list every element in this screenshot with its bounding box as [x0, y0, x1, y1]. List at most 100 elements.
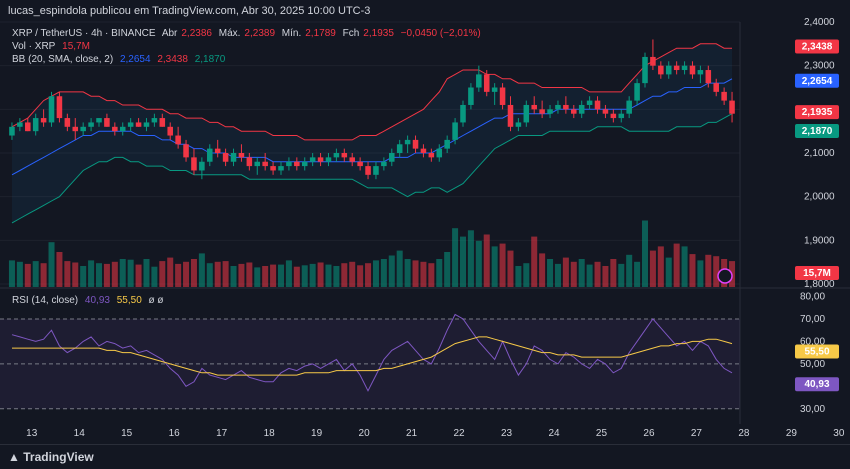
chart-canvas[interactable]: 2,40002,30002,20002,10002,00001,90001,80… — [0, 0, 850, 444]
candle-body — [713, 83, 719, 92]
publisher-line: lucas_espindola publicou em TradingView.… — [8, 5, 371, 17]
volume-bar — [396, 250, 403, 287]
rsi-ma-value: 55,50 — [116, 295, 142, 306]
last-price-badge-text: 2,1935 — [802, 107, 833, 118]
volume-value: 15,7M — [62, 41, 90, 52]
volume-bar — [365, 263, 372, 287]
volume-bar — [444, 252, 451, 287]
volume-bar — [618, 263, 625, 287]
tradingview-logo[interactable]: ▲ TradingView — [8, 450, 94, 464]
price-tick-label: 2,3000 — [804, 61, 835, 72]
volume-bar — [713, 256, 720, 287]
volume-bar — [119, 259, 126, 287]
volume-bar — [111, 261, 118, 287]
volume-bar — [594, 261, 601, 287]
candle-body — [104, 118, 110, 127]
volume-bar — [159, 261, 166, 287]
rsi-label[interactable]: RSI (14, close) — [12, 295, 79, 306]
high-label: Máx. — [218, 28, 241, 39]
volume-bar — [452, 228, 459, 287]
candle-body — [729, 100, 735, 114]
time-tick-label: 15 — [121, 428, 133, 439]
volume-bar — [56, 252, 63, 287]
candle-body — [183, 144, 189, 158]
time-tick-label: 25 — [596, 428, 608, 439]
volume-bar — [499, 243, 506, 287]
volume-badge-text: 15,7M — [803, 268, 831, 279]
volume-bar — [325, 264, 332, 287]
bb-label[interactable]: BB (20, SMA, close, 2) — [12, 54, 114, 65]
volume-bar — [475, 240, 482, 287]
candle-body — [483, 74, 490, 92]
rsi-tick-label: 30,00 — [800, 404, 825, 415]
rsi-line — [11, 313, 733, 392]
rsi-ma-badge — [795, 344, 839, 359]
volume-bar — [349, 261, 356, 287]
volume-bar — [175, 263, 182, 287]
candle-body — [547, 109, 553, 114]
brand-label: TradingView — [23, 450, 94, 464]
candle-body — [17, 122, 23, 127]
rsi-value-badge — [795, 377, 839, 392]
rsi-value: 40,93 — [84, 295, 110, 306]
time-tick-label: 24 — [548, 428, 560, 439]
open-value: 2,2386 — [181, 28, 212, 39]
bb-basis-line — [11, 78, 733, 176]
candle-body — [531, 104, 537, 110]
candle-body — [697, 70, 704, 75]
volume-bar — [380, 259, 387, 287]
candle-body — [135, 122, 142, 127]
volume-bar — [222, 261, 229, 287]
bb-basis-value: 2,2654 — [119, 54, 151, 65]
candle-body — [468, 87, 474, 105]
rsi-ma-badge-text: 55,50 — [804, 347, 829, 358]
volume-bar — [554, 263, 561, 287]
tv-logo-icon: ▲ — [8, 450, 20, 464]
candle-body — [634, 83, 640, 101]
volume-bar — [32, 261, 39, 287]
candle-body — [539, 109, 545, 114]
candle-body — [96, 118, 102, 123]
volume-bar — [103, 263, 110, 287]
volume-bar — [40, 263, 47, 287]
low-value: 2,1789 — [305, 28, 336, 39]
volume-bar — [309, 263, 316, 287]
symbol-name[interactable]: XRP / TetherUS · 4h · BINANCE — [12, 28, 156, 39]
volume-bar — [183, 261, 190, 287]
volume-bar — [665, 257, 672, 287]
volume-bar — [72, 262, 79, 287]
candle-body — [143, 122, 150, 127]
candle-body — [389, 153, 395, 162]
volume-bar — [230, 266, 237, 287]
candle-body — [254, 161, 261, 167]
candle-body — [555, 104, 561, 110]
time-tick-label: 16 — [169, 428, 181, 439]
volume-bar — [214, 261, 221, 287]
last-price-badge — [795, 105, 839, 120]
candle-body — [112, 126, 118, 132]
rsi-tick-label: 80,00 — [800, 291, 825, 302]
volume-bar — [190, 259, 197, 287]
close-value: 2,1935 — [363, 28, 394, 39]
time-tick-label: 21 — [406, 428, 418, 439]
volume-bar — [610, 259, 617, 287]
volume-bar — [570, 261, 577, 287]
volume-bar — [198, 253, 205, 287]
volume-bar — [515, 266, 522, 287]
candle-body — [159, 118, 166, 127]
candle-body — [88, 122, 94, 127]
candle-body — [602, 109, 609, 114]
candle-body — [270, 166, 276, 171]
candle-body — [127, 122, 134, 127]
bb-basis-badge — [795, 73, 839, 88]
candle-body — [262, 161, 268, 167]
change-value: −0,0450 (−2,01%) — [400, 28, 481, 39]
volume-bar — [404, 259, 411, 287]
volume-bar — [602, 266, 609, 287]
volume-label[interactable]: Vol · XRP — [12, 41, 56, 52]
rsi-tick-label: 50,00 — [800, 359, 825, 370]
time-tick-label: 27 — [691, 428, 703, 439]
volume-bar — [293, 266, 300, 287]
candle-body — [665, 65, 672, 75]
price-tick-label: 1,8000 — [804, 279, 835, 290]
